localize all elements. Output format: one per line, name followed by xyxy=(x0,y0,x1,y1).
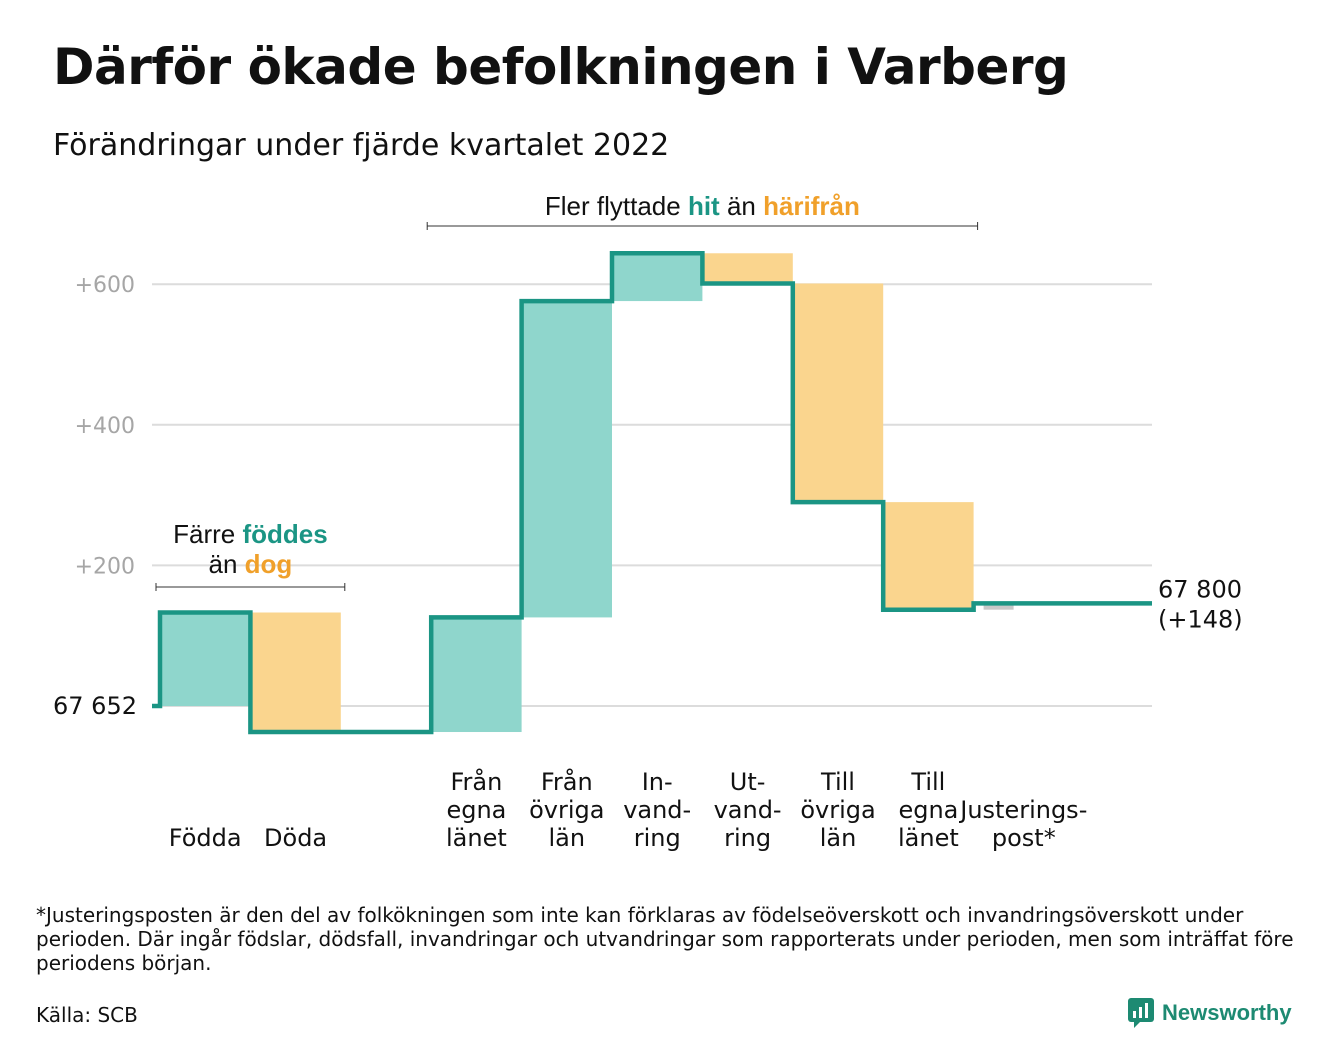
footnote: *Justeringsposten är den del av folkökni… xyxy=(36,903,1294,975)
category-label: län xyxy=(820,824,857,852)
category-label: Från xyxy=(541,767,593,796)
category-label: ring xyxy=(634,824,681,852)
category-label: egna xyxy=(898,796,958,824)
category-label: länet xyxy=(898,824,959,852)
category-label: Till xyxy=(820,768,855,796)
category-label: egna xyxy=(446,796,506,824)
bar-decrease xyxy=(883,502,974,610)
start-value-label: 67 652 xyxy=(53,692,137,720)
bar-increase xyxy=(431,617,522,733)
category-label: ring xyxy=(724,824,771,852)
waterfall-chart: +200 +400 +600 67 652 67 800(+148) Födda Döda F… xyxy=(53,191,1243,852)
category-label: vand- xyxy=(714,796,782,824)
category-label: länet xyxy=(446,824,507,852)
migration-annotation: Fler flyttade hit än härifrån xyxy=(545,191,860,221)
y-tick-label: +400 xyxy=(75,414,135,439)
source-note: Källa: SCB xyxy=(36,1003,138,1027)
chart-subtitle: Förändringar under fjärde kvartalet 2022 xyxy=(53,128,670,163)
births-annotation-line1: Färre föddes xyxy=(173,519,328,549)
end-change-label: (+148) xyxy=(1158,605,1243,633)
births-annotation-line2: än dog xyxy=(208,549,292,579)
y-tick-label: +600 xyxy=(75,273,135,298)
brand-name: Newsworthy xyxy=(1162,1000,1292,1025)
bar-decrease xyxy=(702,253,793,284)
bar-decrease xyxy=(250,612,341,733)
category-label: Justerings- xyxy=(958,796,1087,824)
bar-increase xyxy=(521,301,612,618)
category-label: Födda xyxy=(169,824,242,852)
bar-increase xyxy=(160,612,251,706)
category-label: län xyxy=(549,824,586,852)
category-label: Döda xyxy=(264,824,327,852)
newsworthy-logo: Newsworthy xyxy=(1128,998,1292,1028)
chart-title: Därför ökade befolkningen i Varberg xyxy=(53,38,1069,96)
category-label: In- xyxy=(642,768,673,796)
category-label: vand- xyxy=(623,796,691,824)
cumulative-line xyxy=(152,251,1152,735)
category-label: Till xyxy=(910,768,945,796)
bar-chart-pin-icon xyxy=(1128,998,1154,1028)
category-label: övriga xyxy=(529,796,604,824)
category-label: Ut- xyxy=(730,768,766,796)
category-label: Från xyxy=(450,767,502,796)
bar-decrease xyxy=(792,283,884,503)
y-tick-label: +200 xyxy=(75,554,135,579)
bar-adjustment xyxy=(983,603,1014,610)
end-value-label: 67 800 xyxy=(1158,575,1242,603)
category-label: post* xyxy=(992,824,1056,852)
bar-increase xyxy=(612,253,703,302)
category-label: övriga xyxy=(800,796,875,824)
